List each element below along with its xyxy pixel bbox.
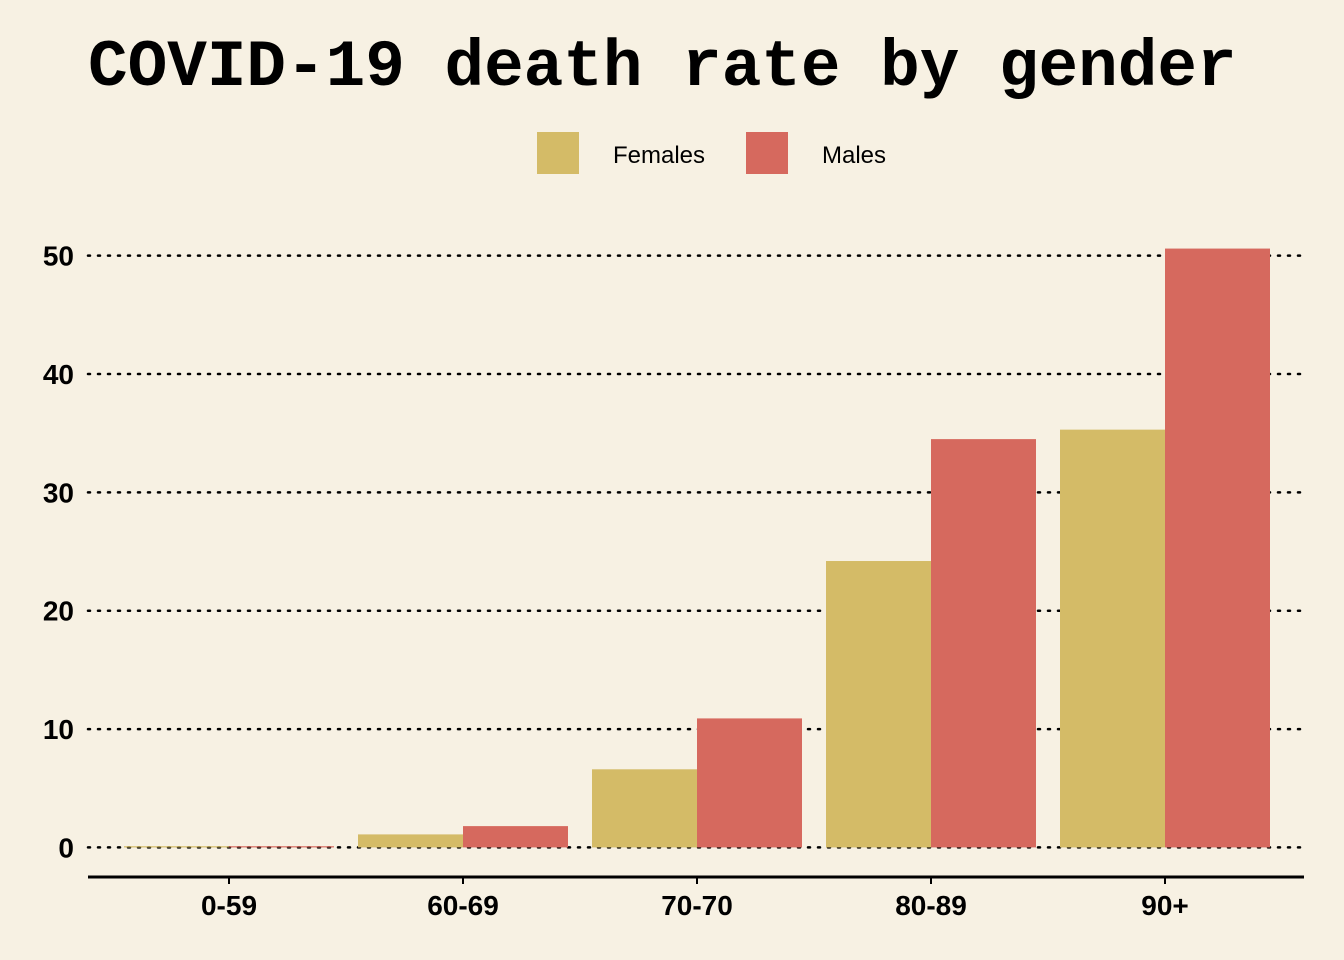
y-tick-label: 40 — [43, 359, 74, 390]
x-tick-label: 90+ — [1141, 890, 1189, 921]
bar-females-60-69 — [358, 834, 463, 848]
bar-males-0-59 — [229, 846, 334, 848]
bars — [124, 248, 1270, 848]
legend: Females Males — [537, 132, 886, 174]
bar-females-0-59 — [124, 846, 229, 848]
x-tick-label: 80-89 — [895, 890, 967, 921]
bar-males-90+ — [1165, 248, 1270, 848]
bar-females-70-70 — [592, 769, 697, 848]
chart-title: COVID-19 death rate by gender — [88, 30, 1237, 105]
y-tick-label: 30 — [43, 477, 74, 508]
plot-area: 0 10 20 30 40 50 0-59 60-69 70-70 80-89 90+ — [43, 241, 1306, 921]
y-axis-ticks: 0 10 20 30 40 50 — [43, 241, 74, 864]
x-tick-label: 60-69 — [427, 890, 499, 921]
y-tick-label: 50 — [43, 241, 74, 272]
legend-label-males: Males — [822, 142, 886, 169]
y-tick-label: 0 — [58, 832, 74, 863]
y-tick-label: 10 — [43, 714, 74, 745]
legend-swatch-females — [537, 132, 579, 174]
legend-label-females: Females — [613, 142, 705, 169]
bar-males-60-69 — [463, 826, 568, 848]
bar-females-90+ — [1060, 429, 1165, 848]
x-axis-ticks: 0-59 60-69 70-70 80-89 90+ — [201, 877, 1189, 921]
bar-males-70-70 — [697, 718, 802, 848]
x-tick-label: 0-59 — [201, 890, 257, 921]
bar-females-80-89 — [826, 561, 931, 848]
bar-males-80-89 — [931, 439, 1036, 848]
legend-swatch-males — [746, 132, 788, 174]
y-tick-label: 20 — [43, 596, 74, 627]
x-tick-label: 70-70 — [661, 890, 733, 921]
